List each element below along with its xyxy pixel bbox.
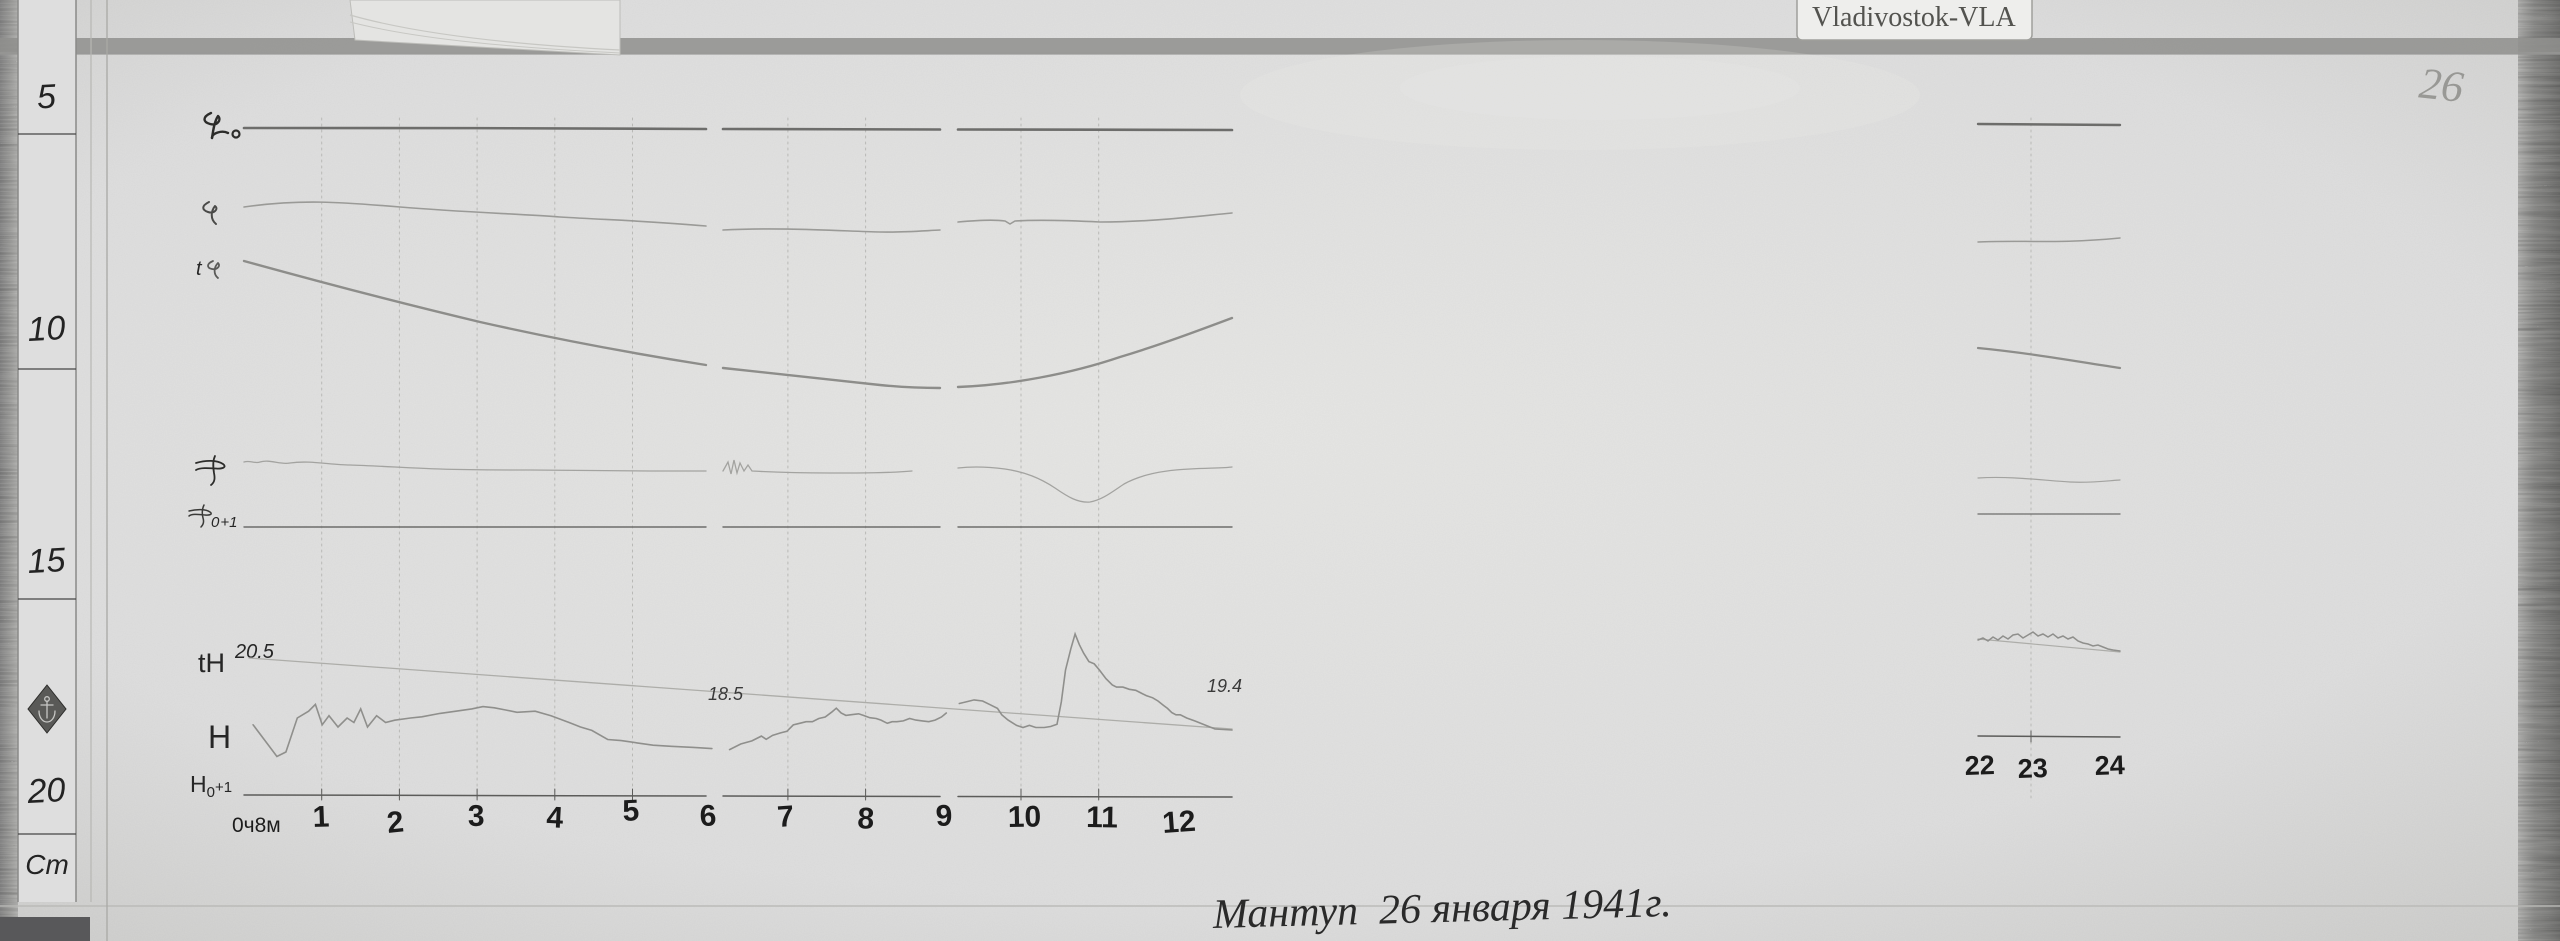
svg-text:1: 1 [312,800,330,834]
svg-text:26: 26 [2417,58,2466,111]
svg-text:Vladivostok-VLA: Vladivostok-VLA [1812,2,2017,33]
svg-text:0ч8м: 0ч8м [232,814,281,837]
svg-text:8: 8 [857,802,875,836]
svg-text:5: 5 [36,78,57,117]
svg-text:10: 10 [27,309,67,349]
svg-text:15: 15 [27,541,67,581]
svg-text:18.5: 18.5 [708,684,744,704]
svg-text:Cm: Cm [25,849,69,880]
svg-text:6: 6 [699,799,717,833]
svg-text:12: 12 [1161,805,1197,840]
svg-text:22: 22 [1964,750,1995,781]
svg-text:10: 10 [1008,800,1042,834]
svg-text:19.4: 19.4 [1207,676,1242,696]
svg-text:4: 4 [546,801,565,835]
svg-text:2: 2 [385,805,405,840]
svg-text:24: 24 [2094,750,2125,781]
svg-text:0+1: 0+1 [211,514,237,531]
svg-text:9: 9 [935,799,953,833]
svg-text:11: 11 [1086,801,1118,835]
svg-text:tH: tH [198,648,225,678]
svg-text:23: 23 [2017,753,2048,784]
svg-text:5: 5 [622,794,640,828]
svg-text:3: 3 [468,800,485,833]
svg-text:7: 7 [776,800,795,834]
svg-text:H: H [208,719,231,755]
svg-text:20: 20 [26,771,67,811]
